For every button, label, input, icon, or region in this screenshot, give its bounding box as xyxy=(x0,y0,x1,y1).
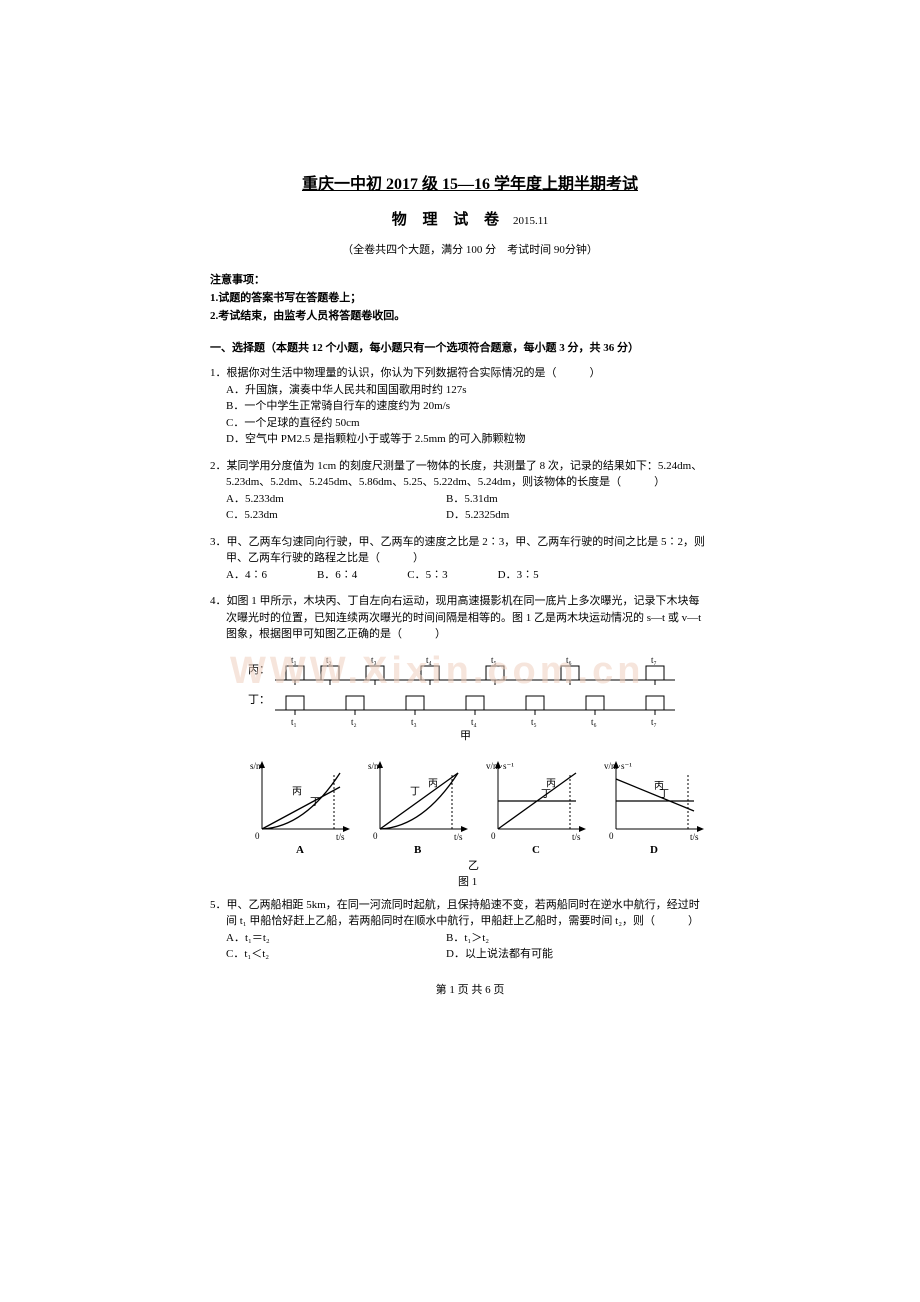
q3-opt-d: D．3∶5 xyxy=(498,567,539,584)
svg-text:t/s: t/s xyxy=(336,832,345,842)
q1-opt-b: B．一个中学生正常骑自行车的速度约为 20m/s xyxy=(226,398,730,415)
q1-opt-c: C．一个足球的直径约 50cm xyxy=(226,415,730,432)
svg-text:图 1: 图 1 xyxy=(458,875,477,888)
notice-heading: 注意事项： xyxy=(210,271,730,287)
motion-strip-svg: 丙： 丁： t₁ t₂ t₃ t₄ t₅ t₆ t₇ t₁ t₂ t₃ t₄ t₅ t₆ t₇ 甲 xyxy=(230,653,690,743)
svg-text:A: A xyxy=(296,844,304,856)
subject-label: 物 理 试 卷 xyxy=(392,212,505,228)
main-title: 重庆一中初 2017 级 15—16 学年度上期半期考试 xyxy=(210,170,730,194)
svg-text:t₁: t₁ xyxy=(291,717,297,727)
svg-text:丁: 丁 xyxy=(541,789,551,800)
svg-text:t₄: t₄ xyxy=(471,717,477,727)
q3-opt-b: B．6∶4 xyxy=(317,567,357,584)
q2-opt-b: B．5.31dm xyxy=(446,491,666,508)
svg-text:t₇: t₇ xyxy=(651,717,657,727)
svg-text:C: C xyxy=(532,844,540,856)
svg-text:乙: 乙 xyxy=(468,859,479,872)
svg-text:丁: 丁 xyxy=(659,789,669,800)
svg-text:t/s: t/s xyxy=(572,832,581,842)
page-footer: 第 1 页 共 6 页 xyxy=(210,981,730,997)
svg-text:甲: 甲 xyxy=(460,730,471,742)
question-2: 2．某同学用分度值为 1cm 的刻度尺测量了一物体的长度，共测量了 8 次，记录… xyxy=(210,458,730,524)
svg-text:0: 0 xyxy=(491,831,496,841)
svg-text:0: 0 xyxy=(255,831,260,841)
q4-stem-1: 4．如图 1 甲所示，木块丙、丁自左向右运动，现用高速摄影机在同一底片上多次曝光… xyxy=(210,593,730,610)
q5-opt-a: A．t₁＝t₂ xyxy=(226,930,446,947)
page-body: 重庆一中初 2017 级 15—16 学年度上期半期考试 物 理 试 卷 2015… xyxy=(210,170,730,997)
notice-item-1: 1.试题的答案书写在答题卷上； xyxy=(210,289,730,305)
q3-stem-1: 3．甲、乙两车匀速同向行驶，甲、乙两车的速度之比是 2∶3，甲、乙两车行驶的时间… xyxy=(210,534,730,551)
q5-opt-b: B．t₁＞t₂ xyxy=(446,930,666,947)
q1-opt-d: D．空气中 PM2.5 是指颗粒小于或等于 2.5mm 的可入肺颗粒物 xyxy=(226,431,730,448)
svg-text:v/m·s⁻¹: v/m·s⁻¹ xyxy=(604,761,632,771)
q1-opt-a: A．升国旗，演奏中华人民共和国国歌用时约 127s xyxy=(226,382,730,399)
svg-text:t₅: t₅ xyxy=(491,655,497,665)
question-3: 3．甲、乙两车匀速同向行驶，甲、乙两车的速度之比是 2∶3，甲、乙两车行驶的时间… xyxy=(210,534,730,584)
exam-info: （全卷共四个大题，满分 100 分 考试时间 90分钟） xyxy=(210,241,730,257)
exam-date: 2015.11 xyxy=(513,215,548,227)
q4-stem-2: 次曝光时的位置，已知连续两次曝光的时间间隔是相等的。图 1 乙是两木块运动情况的… xyxy=(226,610,730,627)
svg-text:丙: 丙 xyxy=(428,778,438,789)
svg-text:t/s: t/s xyxy=(454,832,463,842)
q2-opt-a: A．5.233dm xyxy=(226,491,446,508)
q2-stem-1: 2．某同学用分度值为 1cm 的刻度尺测量了一物体的长度，共测量了 8 次，记录… xyxy=(210,458,730,475)
svg-text:丙: 丙 xyxy=(546,778,556,789)
svg-text:t₇: t₇ xyxy=(651,655,657,665)
q3-opt-c: C．5∶3 xyxy=(407,567,447,584)
diagram-motion-strip: 丙： 丁： t₁ t₂ t₃ t₄ t₅ t₆ t₇ t₁ t₂ t₃ t₄ t₅ t₆ t₇ 甲 xyxy=(230,653,730,743)
svg-text:0: 0 xyxy=(609,831,614,841)
svg-text:0: 0 xyxy=(373,831,378,841)
svg-text:丙: 丙 xyxy=(292,786,302,797)
svg-text:t₆: t₆ xyxy=(591,717,597,727)
svg-text:v/m·s⁻¹: v/m·s⁻¹ xyxy=(486,761,514,771)
svg-text:B: B xyxy=(414,844,422,856)
question-4: 4．如图 1 甲所示，木块丙、丁自左向右运动，现用高速摄影机在同一底片上多次曝光… xyxy=(210,593,730,643)
q1-stem: 1．根据你对生活中物理量的认识，你认为下列数据符合实际情况的是（ ） xyxy=(210,365,730,382)
svg-text:t₅: t₅ xyxy=(531,717,537,727)
svg-text:t₁: t₁ xyxy=(291,655,297,665)
q2-opt-d: D．5.2325dm xyxy=(446,507,666,524)
section-1-title: 一、选择题（本题共 12 个小题，每小题只有一个选项符合题意，每小题 3 分，共… xyxy=(210,339,730,355)
svg-text:t₄: t₄ xyxy=(426,655,432,665)
q5-opt-d: D．以上说法都有可能 xyxy=(446,946,666,963)
notice-item-2: 2.考试结束，由监考人员将答题卷收回。 xyxy=(210,307,730,323)
svg-text:丁: 丁 xyxy=(410,786,420,797)
four-plots-svg: s/mt/s0丙丁As/mt/s0丙丁Bv/m·s⁻¹t/s0丙丁Cv/m·s⁻… xyxy=(230,751,710,891)
svg-text:s/m: s/m xyxy=(250,761,263,771)
svg-text:s/m: s/m xyxy=(368,761,381,771)
svg-text:t₂: t₂ xyxy=(326,655,332,665)
q5-opt-c: C．t₁＜t₂ xyxy=(226,946,446,963)
q4-stem-3: 图象，根据图甲可知图乙正确的是（ ） xyxy=(226,626,730,643)
q2-opt-c: C．5.23dm xyxy=(226,507,446,524)
q2-stem-2: 5.23dm、5.2dm、5.245dm、5.86dm、5.25、5.22dm、… xyxy=(226,474,730,491)
q3-opt-a: A．4∶6 xyxy=(226,567,267,584)
svg-text:丁: 丁 xyxy=(310,797,320,808)
svg-text:t₃: t₃ xyxy=(371,655,377,665)
sub-title: 物 理 试 卷 2015.11 xyxy=(210,208,730,229)
q5-stem-2: 间 t₁ 甲船恰好赶上乙船，若两船同时在顺水中航行，甲船赶上乙船时，需要时间 t… xyxy=(226,913,730,930)
svg-text:丁：: 丁： xyxy=(248,694,270,706)
svg-text:t/s: t/s xyxy=(690,832,699,842)
question-1: 1．根据你对生活中物理量的认识，你认为下列数据符合实际情况的是（ ） A．升国旗… xyxy=(210,365,730,448)
q5-stem-1: 5．甲、乙两船相距 5km，在同一河流同时起航，且保持船速不变，若两船同时在逆水… xyxy=(210,897,730,914)
svg-text:t₃: t₃ xyxy=(411,717,417,727)
svg-text:丙：: 丙： xyxy=(248,664,270,676)
svg-text:t₆: t₆ xyxy=(566,655,572,665)
diagram-four-plots: s/mt/s0丙丁As/mt/s0丙丁Bv/m·s⁻¹t/s0丙丁Cv/m·s⁻… xyxy=(230,751,730,891)
q3-stem-2: 甲、乙两车行驶的路程之比是（ ） xyxy=(226,550,730,567)
svg-text:t₂: t₂ xyxy=(351,717,357,727)
svg-text:D: D xyxy=(650,844,658,856)
question-5: 5．甲、乙两船相距 5km，在同一河流同时起航，且保持船速不变，若两船同时在逆水… xyxy=(210,897,730,963)
